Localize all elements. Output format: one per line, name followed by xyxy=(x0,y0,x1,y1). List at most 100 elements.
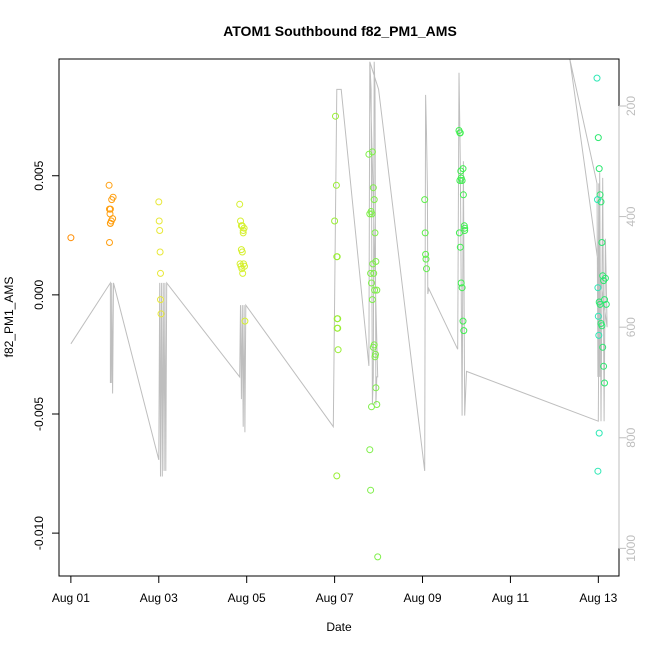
data-point xyxy=(106,205,114,213)
y2-tick-label: 800 xyxy=(624,427,638,447)
data-point xyxy=(109,193,117,201)
data-point xyxy=(370,196,378,204)
data-point xyxy=(238,248,246,256)
y2-tick-label: 1000 xyxy=(624,535,638,562)
y-tick-label: 0.005 xyxy=(32,160,46,190)
data-point xyxy=(456,129,464,137)
y2-tick-label: 600 xyxy=(624,317,638,337)
secondary-y-axis: 200 400 600 800 1000 xyxy=(618,96,638,562)
data-point xyxy=(598,322,606,330)
x-tick-label: Aug 07 xyxy=(316,591,354,605)
data-point xyxy=(331,217,339,225)
data-point xyxy=(370,269,378,277)
data-point xyxy=(237,217,244,225)
data-point xyxy=(368,403,375,411)
data-point xyxy=(594,312,602,320)
x-tick-label: Aug 11 xyxy=(492,591,529,605)
data-point xyxy=(241,317,249,325)
data-point xyxy=(157,269,164,277)
data-point xyxy=(156,227,164,234)
data-point xyxy=(156,248,164,256)
data-point xyxy=(593,74,601,82)
data-point xyxy=(455,229,463,237)
y2-tick-label: 200 xyxy=(624,96,638,116)
data-point xyxy=(372,350,379,358)
data-point xyxy=(368,148,376,156)
data-point xyxy=(459,165,467,173)
data-point xyxy=(597,198,605,206)
data-point xyxy=(421,229,429,237)
data-point xyxy=(598,239,606,246)
y-axis-label: f82_PM1_AMS xyxy=(2,277,16,358)
data-point xyxy=(334,346,342,354)
data-point xyxy=(366,446,374,454)
data-point xyxy=(368,296,376,304)
data-point xyxy=(105,181,113,189)
data-point xyxy=(157,296,164,304)
data-point xyxy=(461,224,469,232)
data-point xyxy=(371,286,379,294)
data-point xyxy=(601,379,608,387)
data-point xyxy=(236,200,244,208)
data-point xyxy=(457,279,465,287)
data-point xyxy=(594,467,602,475)
x-tick-label: Aug 03 xyxy=(140,591,178,605)
data-point xyxy=(333,472,341,480)
data-point xyxy=(155,198,163,206)
y2-tick-label: 400 xyxy=(624,206,638,226)
data-point xyxy=(459,317,467,325)
data-point xyxy=(239,269,247,277)
data-point xyxy=(457,167,465,175)
data-point xyxy=(332,112,339,120)
data-point xyxy=(370,341,378,349)
data-point xyxy=(239,227,247,234)
data-point xyxy=(460,327,468,335)
data-point xyxy=(332,181,340,189)
data-point xyxy=(369,184,377,192)
data-point xyxy=(594,134,602,142)
data-point xyxy=(67,234,75,242)
data-point xyxy=(422,255,430,263)
y-tick-label: -0.005 xyxy=(32,397,46,431)
data-point xyxy=(106,219,114,227)
data-point xyxy=(599,343,607,351)
data-point xyxy=(155,217,163,225)
y-axis: -0.010 -0.005 0.000 0.005 xyxy=(32,160,60,550)
data-point xyxy=(157,310,165,318)
data-point xyxy=(595,331,603,339)
data-point xyxy=(374,553,382,561)
data-point xyxy=(422,250,430,258)
data-point xyxy=(106,239,113,246)
data-point xyxy=(456,243,464,251)
data-point xyxy=(594,196,601,204)
data-point xyxy=(458,177,466,184)
data-point xyxy=(333,324,341,332)
data-point xyxy=(373,286,381,294)
x-axis: Aug 01 Aug 03 Aug 05 Aug 07 Aug 09 Aug 11 Aug … xyxy=(52,575,618,605)
data-point xyxy=(367,269,375,277)
data-point xyxy=(601,274,609,282)
data-point xyxy=(365,150,373,158)
data-point xyxy=(595,429,603,437)
data-point xyxy=(459,191,467,199)
data-point xyxy=(371,229,379,237)
data-point xyxy=(241,262,248,270)
data-point xyxy=(602,300,610,308)
data-point xyxy=(368,279,375,287)
data-point xyxy=(372,384,380,392)
data-point xyxy=(369,260,377,268)
data-point xyxy=(600,362,608,370)
data-point xyxy=(423,265,430,273)
data-point xyxy=(594,284,602,292)
x-tick-label: Aug 01 xyxy=(52,591,90,605)
x-tick-label: Aug 09 xyxy=(403,591,441,605)
data-point xyxy=(595,165,603,173)
x-tick-label: Aug 13 xyxy=(579,591,617,605)
y-tick-label: 0.000 xyxy=(32,280,46,310)
data-point xyxy=(239,229,247,237)
data-point xyxy=(458,284,466,292)
data-point xyxy=(456,177,464,184)
x-tick-label: Aug 05 xyxy=(228,591,266,605)
